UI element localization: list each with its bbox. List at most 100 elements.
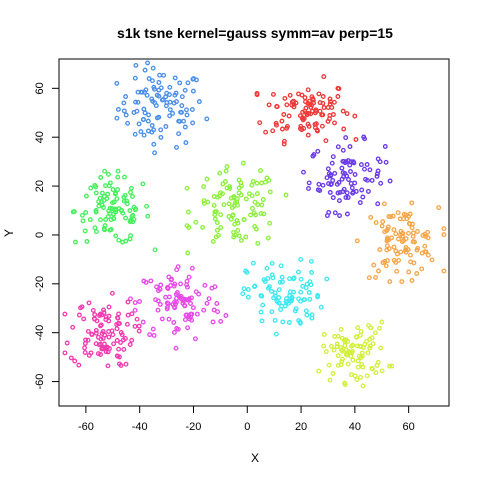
- data-point: [185, 325, 191, 331]
- data-point: [250, 178, 256, 184]
- data-point: [423, 249, 429, 255]
- data-point: [133, 62, 139, 68]
- data-point: [328, 181, 334, 187]
- data-point: [272, 290, 278, 296]
- data-point: [302, 95, 308, 101]
- data-point: [303, 105, 309, 111]
- data-point: [317, 100, 323, 106]
- data-point: [262, 179, 268, 185]
- data-point: [157, 72, 163, 78]
- data-point: [336, 180, 342, 185]
- data-point: [165, 285, 171, 291]
- data-point: [201, 184, 207, 190]
- data-point: [383, 159, 389, 165]
- data-point: [373, 220, 379, 226]
- data-point: [129, 214, 135, 219]
- data-point: [83, 193, 89, 199]
- data-point: [307, 296, 313, 302]
- data-point: [132, 75, 138, 81]
- data-point: [257, 120, 263, 126]
- data-point: [218, 318, 224, 324]
- data-point: [76, 312, 82, 318]
- x-axis-label: X: [251, 451, 259, 465]
- data-point: [150, 65, 156, 71]
- data-point: [353, 188, 359, 194]
- data-point: [267, 220, 273, 226]
- data-point: [248, 212, 254, 218]
- data-point: [114, 115, 120, 121]
- data-point: [213, 209, 219, 215]
- data-point: [332, 170, 338, 176]
- data-point: [388, 214, 394, 220]
- data-point: [184, 185, 190, 191]
- data-point: [123, 94, 129, 100]
- data-point: [287, 276, 292, 282]
- data-point: [153, 297, 159, 303]
- data-point: [188, 301, 193, 306]
- data-point: [314, 127, 320, 133]
- data-point: [348, 372, 354, 378]
- y-axis: -60 -40 -20 0 20 40 60: [34, 82, 60, 390]
- data-point: [214, 220, 220, 226]
- data-point: [99, 190, 105, 196]
- data-point: [105, 191, 111, 197]
- data-point: [184, 112, 190, 118]
- data-point: [318, 304, 324, 310]
- data-point: [378, 180, 384, 186]
- data-point: [136, 328, 142, 334]
- data-point: [140, 181, 146, 187]
- data-point: [323, 138, 329, 144]
- data-point: [316, 181, 322, 187]
- data-point: [287, 293, 293, 299]
- data-point: [92, 312, 98, 318]
- data-point: [114, 338, 120, 343]
- data-point: [387, 363, 393, 369]
- data-point: [231, 195, 237, 201]
- data-point: [93, 229, 99, 235]
- data-point: [86, 300, 92, 306]
- data-point: [144, 203, 150, 209]
- data-point: [305, 121, 311, 127]
- data-point: [164, 90, 170, 96]
- data-point: [295, 269, 301, 275]
- data-point: [171, 329, 177, 335]
- data-point: [310, 96, 316, 102]
- data-point: [274, 299, 280, 305]
- y-tick-label: 40: [34, 131, 46, 143]
- data-point: [403, 236, 409, 242]
- data-point: [93, 330, 99, 336]
- data-point: [144, 92, 150, 98]
- data-point: [138, 89, 144, 95]
- data-point: [236, 233, 242, 239]
- data-point: [221, 202, 227, 208]
- data-point: [106, 313, 112, 319]
- data-point: [359, 361, 365, 367]
- data-point: [365, 188, 371, 194]
- data-point: [354, 377, 360, 383]
- data-point: [355, 358, 361, 364]
- data-point: [93, 327, 99, 333]
- data-point: [371, 262, 377, 268]
- data-point: [365, 350, 371, 356]
- data-point: [316, 368, 322, 374]
- data-point: [384, 243, 390, 249]
- data-point: [407, 252, 413, 258]
- data-point: [304, 110, 310, 116]
- data-point: [98, 217, 103, 223]
- data-point: [279, 126, 285, 132]
- data-point: [183, 312, 189, 318]
- data-point: [222, 179, 228, 184]
- data-point: [390, 213, 396, 219]
- data-point: [299, 127, 305, 133]
- data-point: [363, 176, 368, 182]
- data-point: [150, 98, 156, 104]
- data-point: [149, 78, 155, 84]
- data-point: [254, 90, 260, 96]
- chart-title: s1k tsne kernel=gauss symm=av perp=15: [117, 25, 393, 41]
- data-point: [97, 195, 103, 201]
- data-point: [132, 307, 138, 313]
- data-point: [352, 172, 358, 177]
- data-point: [201, 307, 207, 313]
- data-point: [274, 122, 279, 128]
